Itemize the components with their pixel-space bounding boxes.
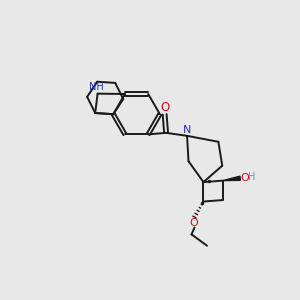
Text: H: H — [248, 172, 255, 182]
Text: NH: NH — [89, 82, 104, 92]
Text: O: O — [240, 172, 249, 183]
Text: O: O — [190, 218, 198, 228]
Polygon shape — [223, 176, 241, 181]
Text: O: O — [160, 101, 170, 114]
Text: N: N — [183, 125, 191, 136]
